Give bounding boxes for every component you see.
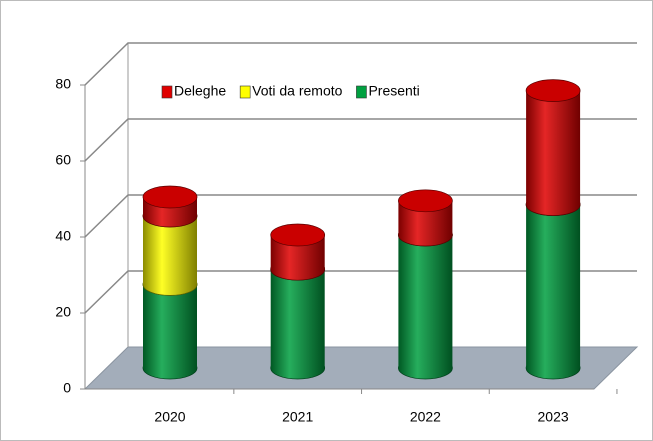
legend-label: Deleghe — [174, 83, 226, 99]
y-tick-label: 40 — [55, 228, 71, 244]
x-tick-label: 2021 — [282, 409, 313, 425]
grid-line — [84, 42, 637, 86]
bar — [526, 90, 581, 205]
legend-swatch — [356, 85, 367, 99]
bar — [143, 284, 197, 368]
bar — [143, 216, 197, 285]
y-tick-label: 0 — [63, 380, 71, 396]
legend-label: Voti da remoto — [252, 83, 342, 99]
legend-swatch — [161, 85, 173, 99]
legend-label: Presenti — [368, 83, 419, 99]
y-tick-label: 20 — [55, 304, 71, 320]
cylinder-top — [525, 79, 581, 102]
x-tick-label: 2020 — [154, 409, 185, 425]
cylinder-top — [398, 189, 453, 213]
y-tick-label: 80 — [55, 76, 71, 92]
grid-line — [84, 118, 637, 162]
y-tick-label: 60 — [55, 152, 71, 168]
bar — [270, 269, 325, 368]
legend-swatch — [239, 85, 251, 99]
bar — [398, 235, 453, 368]
grid-line — [84, 194, 637, 238]
cylinder-top — [142, 185, 198, 209]
grid-line — [84, 270, 637, 314]
x-tick-label: 2023 — [538, 409, 569, 425]
cylinder-top — [270, 223, 326, 247]
x-tick-label: 2022 — [410, 409, 441, 425]
bar — [526, 204, 581, 368]
